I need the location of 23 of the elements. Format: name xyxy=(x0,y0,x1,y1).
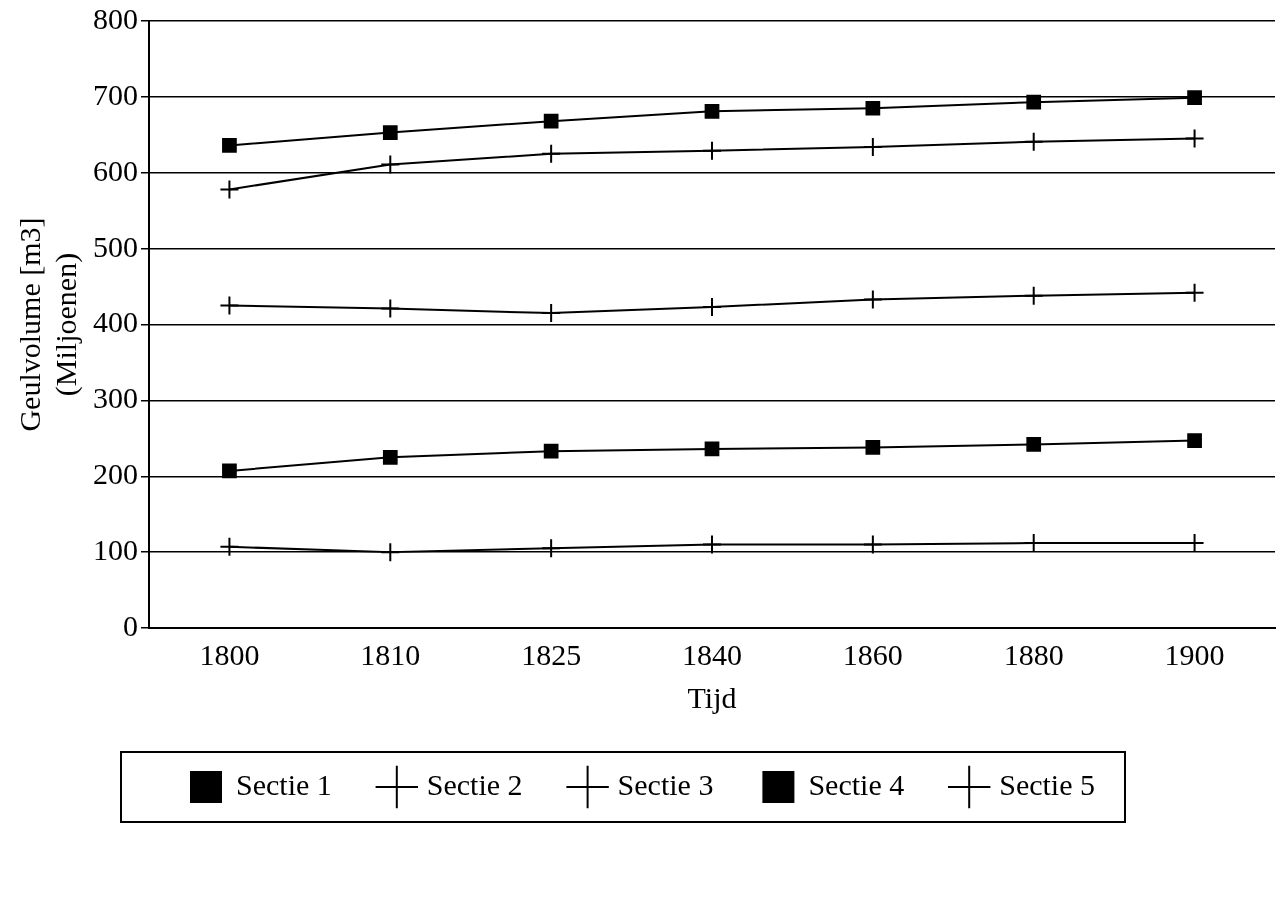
x-axis-title: Tijd xyxy=(687,680,737,714)
x-tick-label: 1880 xyxy=(1003,637,1064,671)
x-tick-label: 1840 xyxy=(682,637,742,671)
legend-label: Sectie 4 xyxy=(808,767,905,801)
y-axis-title: Geulvolume [m3] (Miljoenen) xyxy=(12,217,83,432)
legend-label: Sectie 5 xyxy=(999,767,1096,801)
y-tick-label: 600 xyxy=(93,153,138,187)
x-tick-label: 1800 xyxy=(199,637,260,671)
y-tick-label: 700 xyxy=(93,77,138,111)
legend-label: Sectie 1 xyxy=(236,767,332,801)
y-tick-label: 800 xyxy=(93,1,138,35)
legend-label: Sectie 3 xyxy=(617,767,714,801)
x-tick-label: 1860 xyxy=(842,637,903,671)
legend-label: Sectie 2 xyxy=(426,767,523,801)
y-tick-label: 300 xyxy=(93,381,138,415)
y-tick-label: 100 xyxy=(93,533,138,566)
x-tick-label: 1810 xyxy=(360,637,421,671)
y-tick-label: 400 xyxy=(93,305,138,339)
y-tick-label: 0 xyxy=(123,608,138,642)
y-tick-label: 200 xyxy=(93,457,138,491)
x-tick-label: 1900 xyxy=(1164,637,1225,671)
y-tick-label: 500 xyxy=(93,229,138,263)
x-tick-label: 1825 xyxy=(521,637,582,671)
